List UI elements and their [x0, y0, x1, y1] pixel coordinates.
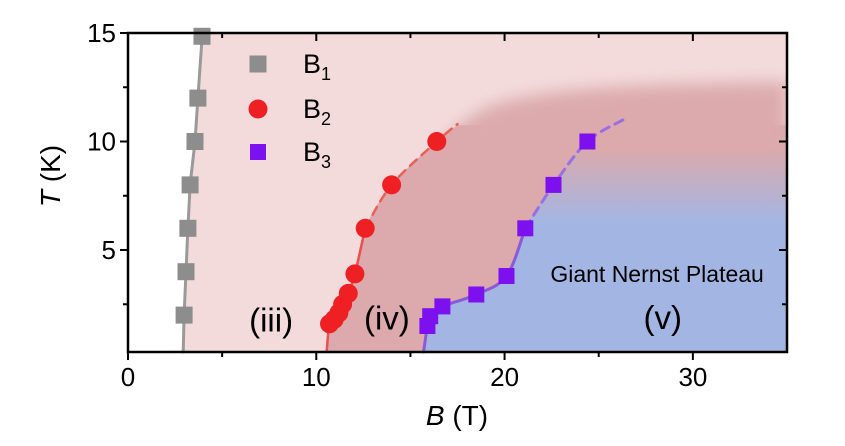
- b3-data-point: [545, 176, 562, 193]
- b1-series-markers: [175, 27, 211, 324]
- y-tick-label: 15: [87, 18, 116, 48]
- y-tick-label: 5: [102, 235, 116, 265]
- legend-marker-b1: [249, 55, 267, 73]
- x-tick-label: 30: [678, 362, 707, 392]
- x-axis-title: B (T): [426, 400, 488, 431]
- legend-marker-b3: [250, 144, 266, 160]
- b2-boundary-dashed: [363, 122, 459, 230]
- b3-data-point: [468, 286, 485, 303]
- legend-marker-b2: [248, 99, 268, 119]
- legend-label-b3: B3: [303, 137, 331, 172]
- region-v: [423, 130, 787, 352]
- b2-series-markers: [320, 132, 447, 334]
- tick-labels: 0 10 20 30 5 10 15: [87, 18, 707, 392]
- b2-data-point: [338, 283, 358, 303]
- b3-data-point: [422, 308, 439, 325]
- label-region-iii: (iii): [249, 301, 293, 338]
- b3-data-point: [579, 133, 596, 150]
- b1-data-point: [189, 89, 207, 107]
- legend-label-b1: B1: [303, 49, 331, 84]
- b1-data-point: [177, 263, 195, 281]
- b3-series-markers: [419, 133, 596, 334]
- plot-frame: [126, 31, 789, 354]
- x-tick-label: 0: [121, 362, 135, 392]
- b3-data-point: [434, 298, 451, 315]
- b1-data-point: [186, 133, 204, 150]
- legend-label-b2: B2: [303, 94, 331, 129]
- label-region-iv: (iv): [364, 300, 410, 337]
- b3-data-point: [517, 220, 534, 237]
- b1-data-point: [175, 306, 193, 324]
- y-tick-label: 10: [87, 127, 116, 157]
- x-tick-label: 10: [302, 362, 331, 392]
- b1-data-point: [179, 219, 197, 237]
- region-labels: (iii) (iv) (v) Giant Nernst Plateau: [249, 261, 764, 339]
- b2-data-point: [345, 264, 365, 284]
- b3-boundary-dashed: [523, 118, 625, 230]
- label-giant-nernst-plateau: Giant Nernst Plateau: [550, 261, 764, 287]
- b1-data-point: [181, 176, 199, 194]
- axes: [120, 31, 789, 360]
- b2-data-point: [427, 132, 447, 151]
- b2-data-point: [355, 218, 375, 238]
- b1-data-point: [193, 27, 211, 45]
- b2-data-point: [382, 175, 402, 195]
- b3-data-point: [498, 268, 515, 284]
- phase-regions: [183, 33, 787, 352]
- x-tick-label: 20: [490, 362, 519, 392]
- y-axis-title: T (K): [35, 145, 66, 207]
- label-region-v: (v): [643, 299, 681, 336]
- legend: B1 B2 B3: [248, 49, 331, 172]
